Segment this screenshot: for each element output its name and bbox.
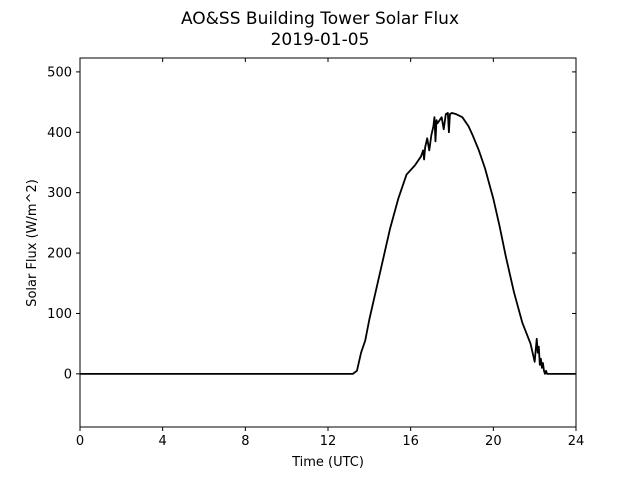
- y-tick-label: 100: [47, 307, 72, 322]
- x-tick-label: 12: [320, 434, 337, 449]
- y-axis: 0 100 200 300 400 500: [47, 65, 576, 382]
- y-tick-label: 0: [64, 367, 72, 382]
- y-axis-label: Solar Flux (W/m^2): [25, 179, 40, 307]
- x-tick-label: 20: [485, 434, 502, 449]
- chart-title: AO&SS Building Tower Solar Flux: [181, 9, 459, 29]
- y-tick-label: 500: [47, 65, 72, 80]
- x-tick-label: 16: [402, 434, 419, 449]
- y-tick-label: 400: [47, 126, 72, 141]
- x-tick-label: 8: [241, 434, 249, 449]
- x-tick-label: 4: [159, 434, 167, 449]
- y-tick-label: 200: [47, 247, 72, 262]
- x-tick-label: 24: [568, 434, 585, 449]
- x-axis-label: Time (UTC): [291, 455, 364, 470]
- chart-subtitle: 2019-01-05: [271, 30, 370, 50]
- x-axis: 0 4 8 12 16 20 24: [76, 58, 584, 449]
- solar-flux-series-line: [80, 112, 576, 375]
- y-tick-label: 300: [47, 186, 72, 201]
- x-tick-label: 0: [76, 434, 84, 449]
